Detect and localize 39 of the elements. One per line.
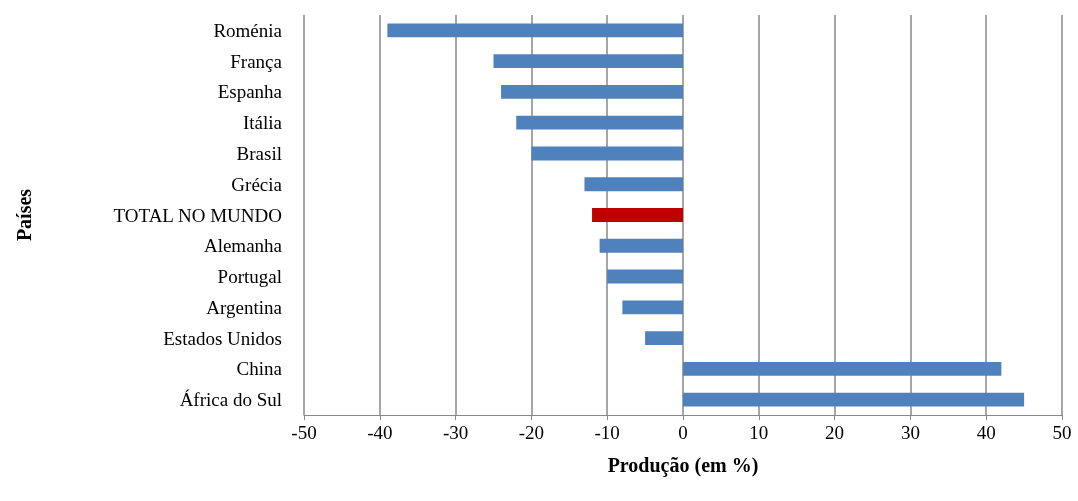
y-tick-label: Portugal: [217, 266, 282, 288]
x-axis-title: Produção (em %): [607, 454, 759, 477]
bar: [599, 238, 683, 253]
y-tick-label: China: [236, 358, 283, 380]
y-tick-label: França: [230, 50, 283, 72]
y-tick-label: Brasil: [236, 142, 282, 164]
bar: [516, 115, 683, 130]
x-tick-label: -10: [594, 422, 620, 443]
bar: [584, 177, 683, 192]
x-tick-label: -30: [442, 422, 469, 443]
bar: [501, 85, 683, 99]
x-tick-label: -20: [518, 422, 545, 443]
bar: [683, 392, 1025, 407]
bar: [622, 300, 683, 315]
y-tick-label: Grécia: [231, 173, 283, 195]
x-tick-label: 0: [678, 422, 688, 443]
y-tick-label: África do Sul: [179, 389, 282, 411]
x-tick-label: 10: [749, 422, 769, 443]
y-tick-label: Argentina: [206, 296, 283, 318]
bar: [683, 361, 1002, 376]
x-tick-label: 50: [1052, 422, 1072, 443]
x-tick-label: 20: [825, 422, 845, 443]
x-tick-label: 40: [976, 422, 996, 443]
y-tick-label: Itália: [242, 112, 283, 134]
y-tick-label: TOTAL NO MUNDO: [113, 204, 282, 226]
y-tick-label: Espanha: [217, 81, 283, 103]
bar: [531, 146, 683, 161]
bar: [592, 208, 683, 222]
bar: [607, 269, 683, 284]
bar: [645, 331, 683, 345]
y-tick-label: Estados Unidos: [163, 327, 282, 349]
y-tick-label: Alemanha: [203, 235, 283, 257]
y-axis-title: Países: [13, 188, 35, 242]
bar: [493, 54, 683, 69]
x-tick-label: -50: [291, 422, 317, 443]
bar: [387, 23, 683, 38]
x-tick-label: -40: [367, 422, 393, 443]
y-tick-label: Roménia: [213, 19, 283, 41]
x-tick-label: 30: [900, 422, 920, 443]
